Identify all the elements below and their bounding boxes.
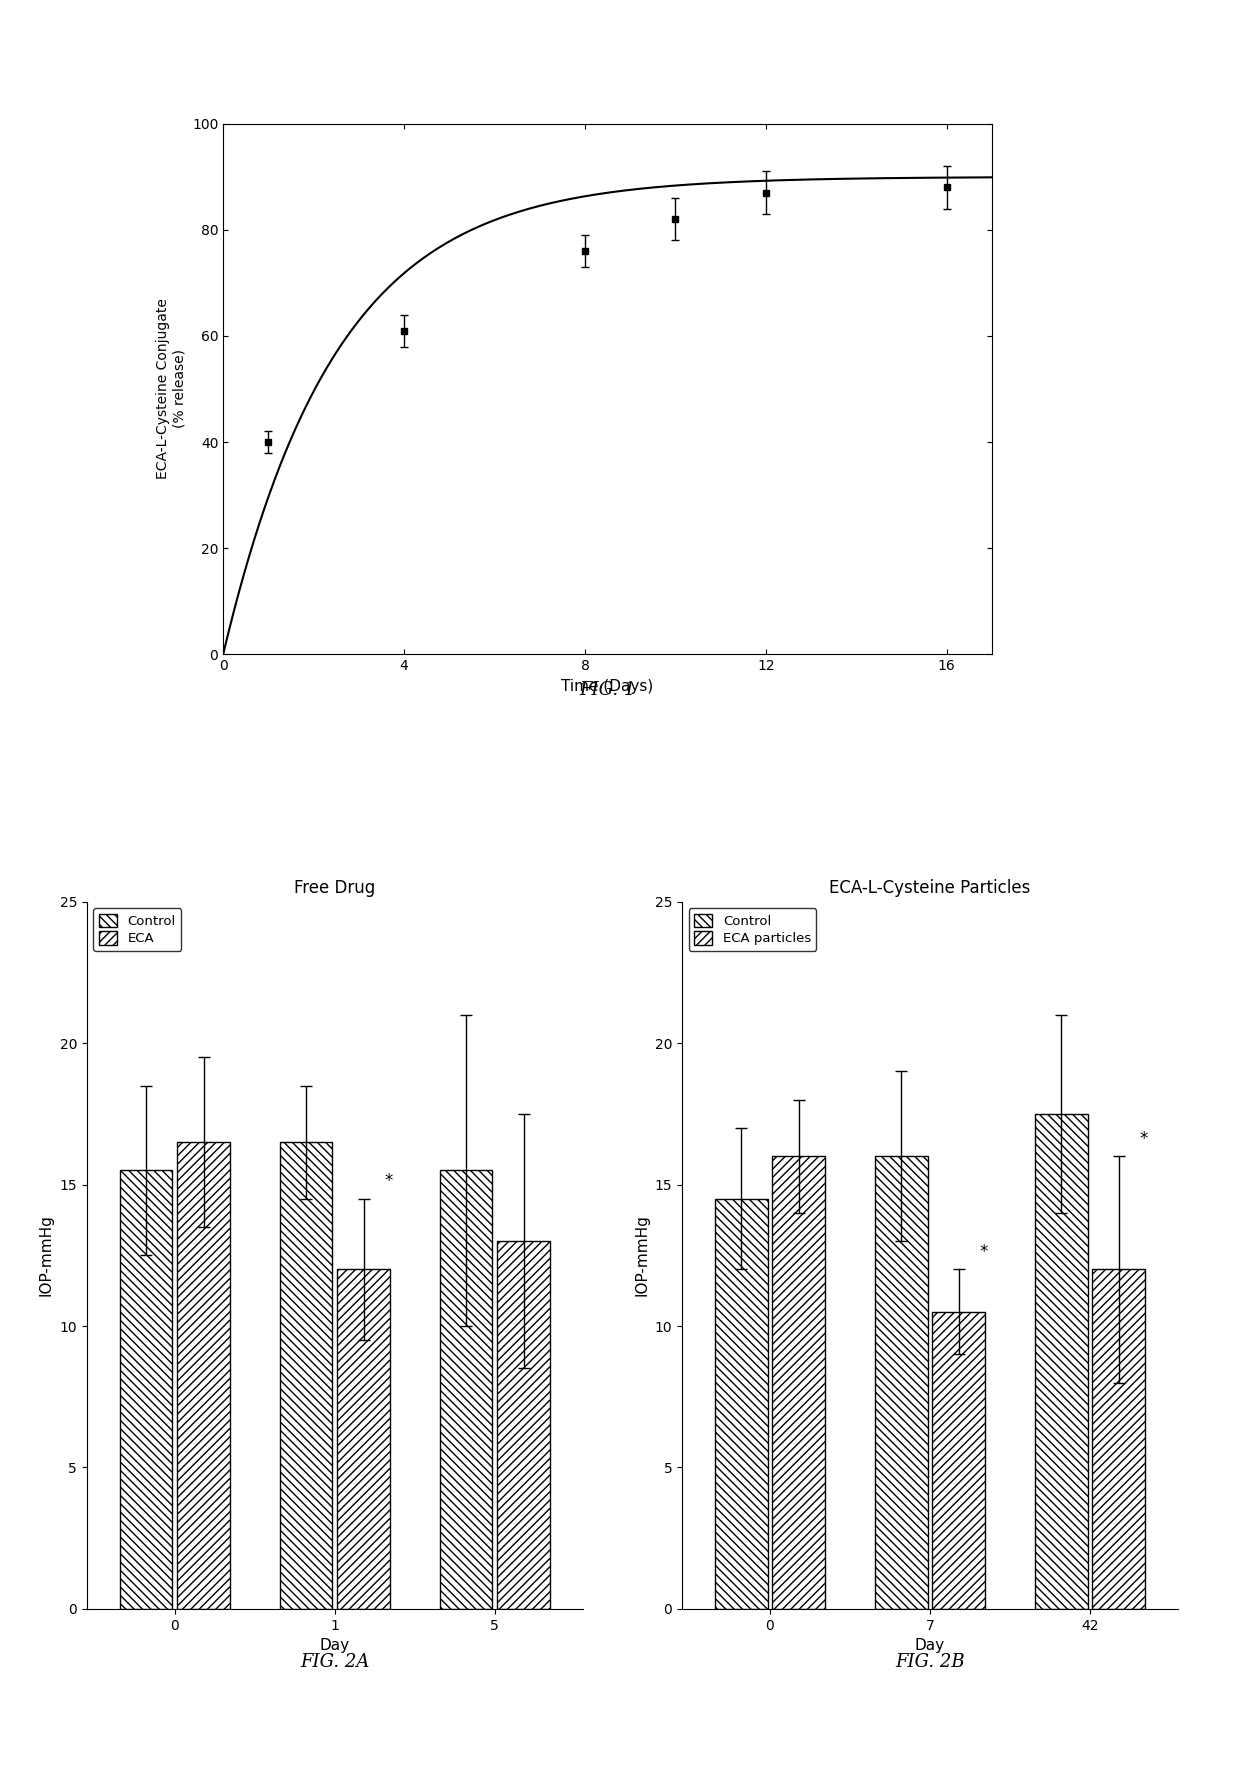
Y-axis label: ECA-L-Cysteine Conjugate
(% release): ECA-L-Cysteine Conjugate (% release) — [156, 299, 186, 479]
X-axis label: Day: Day — [915, 1639, 945, 1653]
Text: FIG. 2A: FIG. 2A — [300, 1653, 370, 1671]
Bar — [1035, 1114, 1087, 1609]
Y-axis label: IOP-mmHg: IOP-mmHg — [634, 1215, 649, 1296]
X-axis label: Day: Day — [320, 1639, 350, 1653]
Title: Free Drug: Free Drug — [294, 879, 376, 898]
Bar — [714, 1199, 768, 1609]
Bar — [279, 1142, 332, 1609]
Y-axis label: IOP-mmHg: IOP-mmHg — [38, 1215, 53, 1296]
Legend: Control, ECA: Control, ECA — [93, 909, 181, 951]
Title: ECA-L-Cysteine Particles: ECA-L-Cysteine Particles — [830, 879, 1030, 898]
Legend: Control, ECA particles: Control, ECA particles — [688, 909, 816, 951]
Bar — [177, 1142, 229, 1609]
X-axis label: Time (Days): Time (Days) — [562, 679, 653, 693]
Text: FIG. 2B: FIG. 2B — [895, 1653, 965, 1671]
Bar — [337, 1269, 391, 1609]
Bar — [119, 1170, 172, 1609]
Text: *: * — [1140, 1130, 1148, 1147]
Text: FIG. 1: FIG. 1 — [579, 681, 636, 698]
Bar — [497, 1241, 551, 1609]
Text: *: * — [384, 1172, 393, 1190]
Bar — [440, 1170, 492, 1609]
Bar — [932, 1312, 986, 1609]
Bar — [874, 1156, 928, 1609]
Bar — [1092, 1269, 1146, 1609]
Bar — [773, 1156, 825, 1609]
Text: *: * — [980, 1243, 988, 1261]
